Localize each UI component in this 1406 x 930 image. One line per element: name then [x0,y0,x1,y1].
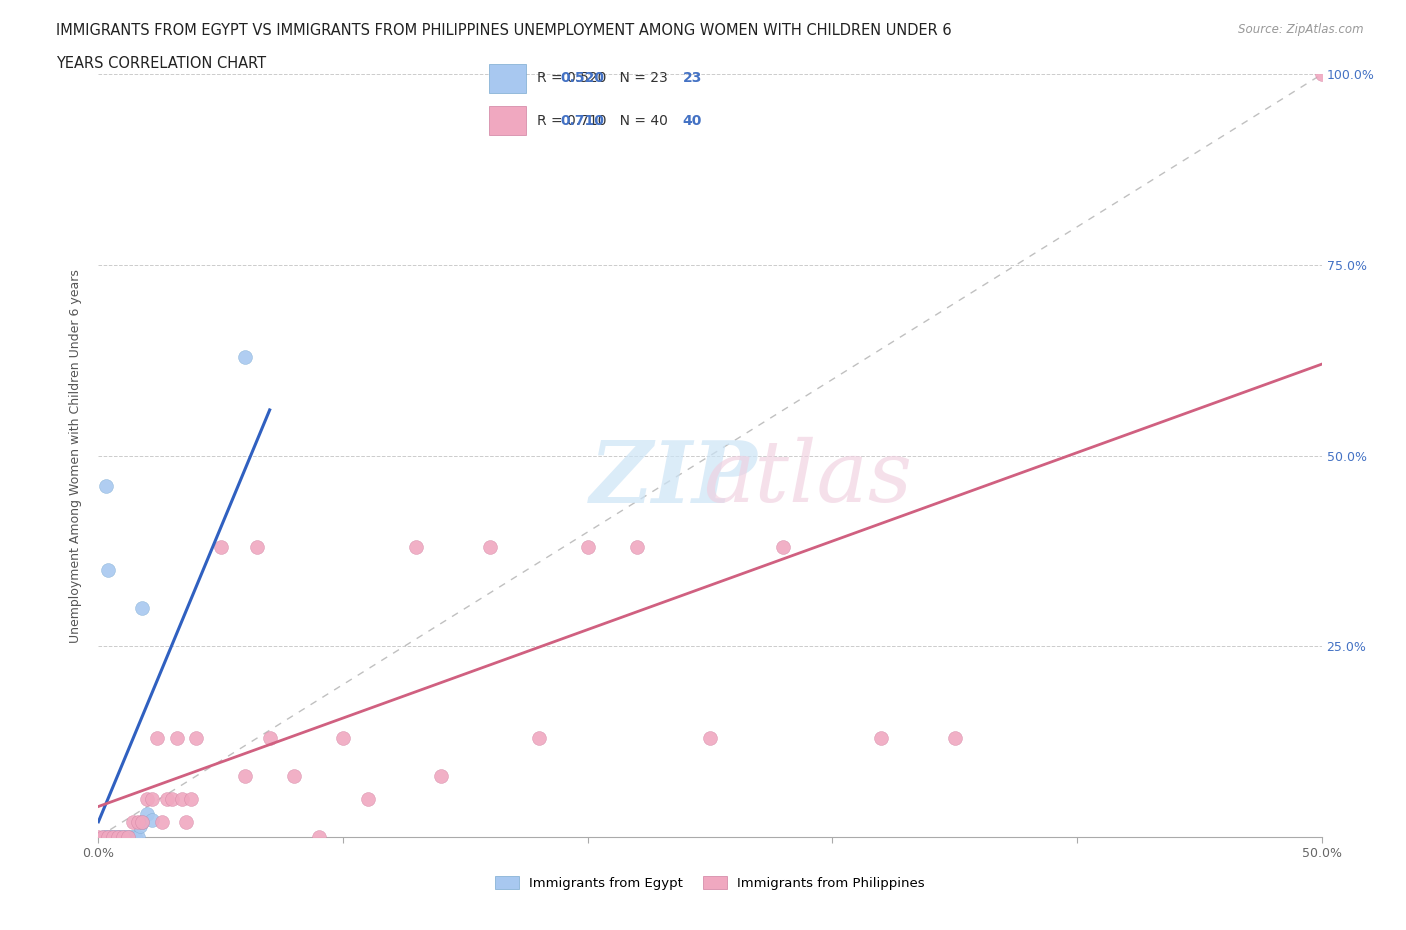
Point [405,539,427,554]
Point [121,830,143,844]
Point [146,730,169,745]
Text: 0.710: 0.710 [561,113,605,127]
Point [186,730,208,745]
Text: Source: ZipAtlas.com: Source: ZipAtlas.com [1239,23,1364,36]
Point [150,815,173,830]
Point [1310,67,1333,82]
Point [131,815,153,830]
Point [699,730,721,745]
Point [870,730,893,745]
Point [94,479,117,494]
Point [94,830,117,844]
Point [91,830,114,844]
Point [772,539,794,554]
Legend: Immigrants from Egypt, Immigrants from Philippines: Immigrants from Egypt, Immigrants from P… [489,870,931,896]
Point [156,791,179,806]
Point [136,791,159,806]
Point [120,830,142,844]
Point [87,830,110,844]
Point [111,830,134,844]
Point [121,815,143,830]
Point [943,730,966,745]
Point [233,349,256,364]
Point [114,830,136,844]
Point [141,813,163,828]
Text: 0.520: 0.520 [561,72,605,86]
Point [107,830,129,844]
Text: ZIP: ZIP [589,437,758,520]
Point [136,806,159,821]
Point [131,815,153,830]
Text: YEARS CORRELATION CHART: YEARS CORRELATION CHART [56,56,266,71]
Point [111,830,134,844]
Point [141,791,163,806]
Point [110,830,132,844]
Point [356,791,378,806]
Text: R = 0.520   N = 23: R = 0.520 N = 23 [537,72,668,86]
Point [131,601,153,616]
Point [91,830,114,844]
Text: IMMIGRANTS FROM EGYPT VS IMMIGRANTS FROM PHILIPPINES UNEMPLOYMENT AMONG WOMEN WI: IMMIGRANTS FROM EGYPT VS IMMIGRANTS FROM… [56,23,952,38]
Point [283,768,305,783]
Text: atlas: atlas [703,437,912,520]
Point [209,539,232,554]
Bar [489,64,526,93]
Point [527,730,550,745]
Point [576,539,599,554]
Point [478,539,501,554]
Point [124,830,146,844]
Y-axis label: Unemployment Among Women with Children Under 6 years: Unemployment Among Women with Children U… [69,269,83,643]
Point [107,830,129,844]
Point [259,730,281,745]
Point [430,768,453,783]
Point [308,830,330,844]
Point [176,815,198,830]
Point [97,830,120,844]
Point [246,539,269,554]
Point [101,830,124,844]
Point [129,818,152,833]
Text: R = 0.710   N = 40: R = 0.710 N = 40 [537,113,668,127]
Point [97,563,120,578]
Point [104,830,127,844]
Point [117,830,139,844]
Point [97,830,120,844]
Text: 23: 23 [683,72,702,86]
Text: 40: 40 [683,113,702,127]
Point [170,791,193,806]
Point [127,815,149,830]
Point [117,830,139,844]
Point [127,830,149,844]
Point [160,791,183,806]
Point [166,730,188,745]
Bar [489,106,526,136]
Point [101,830,124,844]
Point [233,768,256,783]
Point [332,730,354,745]
Point [180,791,202,806]
Point [626,539,648,554]
Point [100,830,122,844]
